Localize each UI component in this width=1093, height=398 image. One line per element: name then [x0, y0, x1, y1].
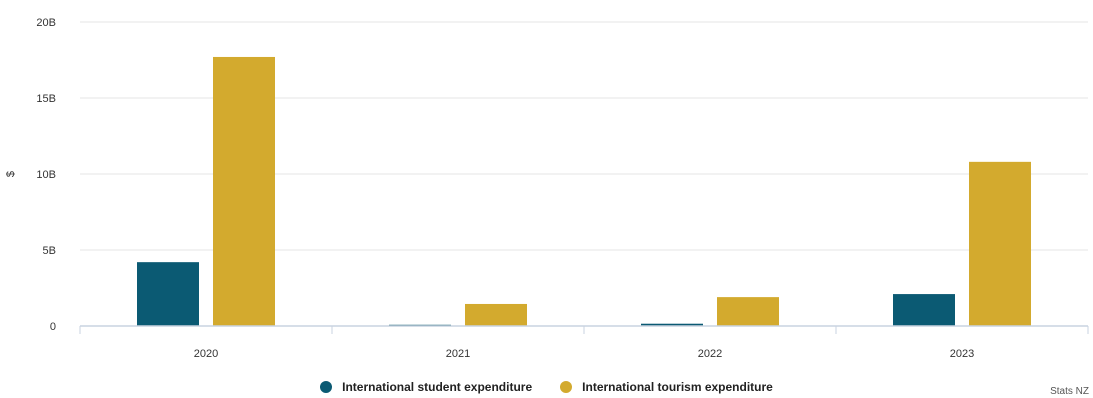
y-tick-label: 0	[50, 321, 56, 333]
bar-tourism-2022[interactable]	[717, 297, 779, 326]
y-axis-ticks: 0 5B 10B 15B 20B	[36, 17, 56, 333]
bar-tourism-2023[interactable]	[969, 161, 1031, 326]
bar-tourism-2021[interactable]	[465, 303, 527, 326]
bar-student-2020[interactable]	[137, 262, 199, 326]
credits: Stats NZ	[1050, 386, 1089, 397]
x-tick-label: 2020	[194, 348, 218, 360]
bar-student-2023[interactable]	[893, 294, 955, 326]
bar-student-2022[interactable]	[641, 323, 703, 326]
bars	[137, 56, 1031, 327]
y-tick-label: 15B	[36, 93, 56, 105]
legend-item-student[interactable]: International student expenditure	[320, 380, 532, 394]
y-tick-label: 20B	[36, 17, 56, 29]
legend-item-tourism[interactable]: International tourism expenditure	[560, 380, 773, 394]
legend: International student expenditure Intern…	[0, 380, 1093, 394]
x-axis-ticks: 2020 2021 2022 2023	[79, 326, 1089, 360]
legend-swatch-student	[320, 381, 333, 393]
y-tick-label: 5B	[43, 245, 56, 257]
legend-label-tourism: International tourism expenditure	[582, 380, 773, 394]
legend-label-student: International student expenditure	[342, 380, 533, 394]
x-tick-label: 2023	[950, 348, 974, 360]
y-tick-label: 10B	[36, 169, 56, 181]
y-axis-title: $	[5, 171, 17, 177]
bar-tourism-2020[interactable]	[213, 56, 275, 327]
x-tick-label: 2021	[446, 348, 470, 360]
legend-swatch-tourism	[560, 381, 573, 393]
x-tick-label: 2022	[698, 348, 722, 360]
